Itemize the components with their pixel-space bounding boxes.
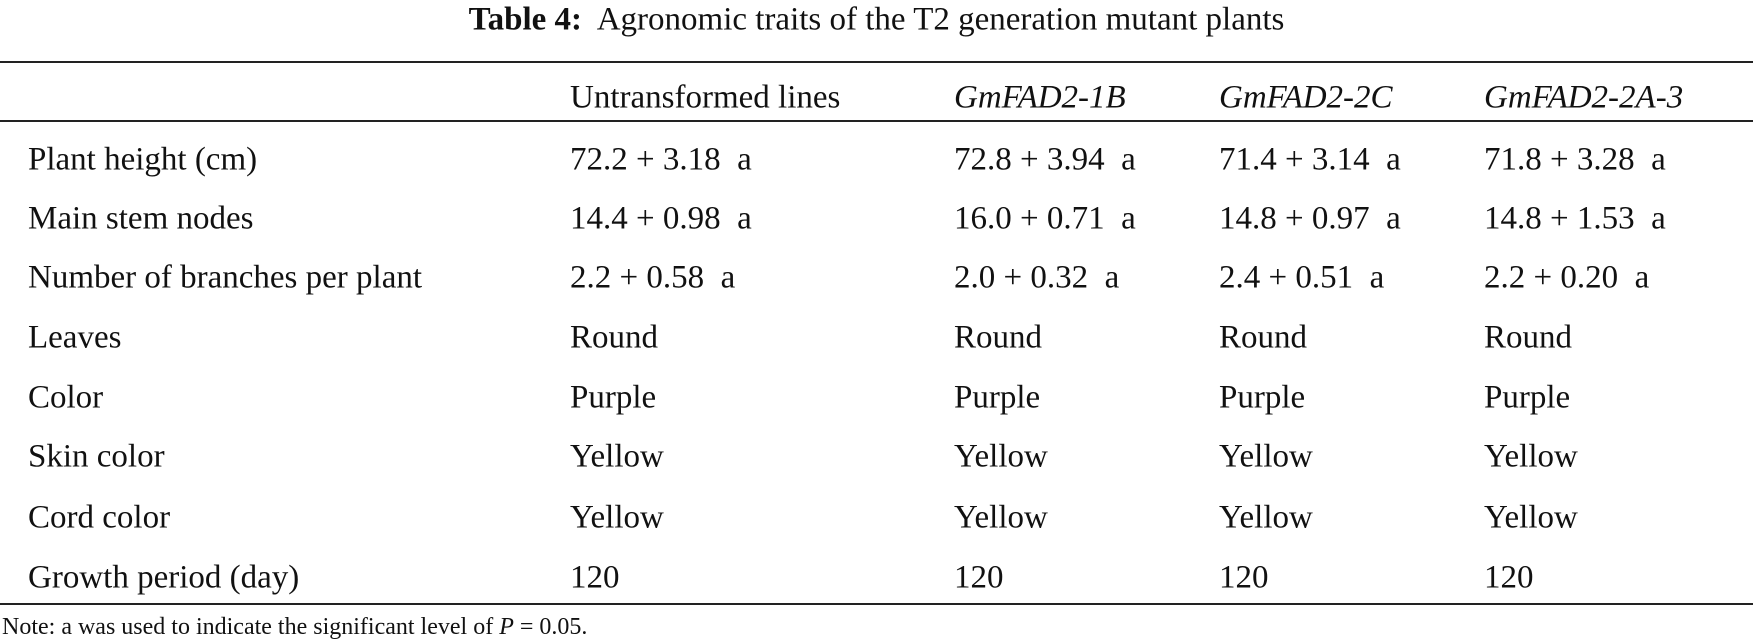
- table-cell: Yellow: [570, 499, 664, 536]
- table-cell: 2.2 + 0.58 a: [570, 259, 736, 296]
- table-cell: 120: [570, 559, 620, 596]
- note-variable: P: [499, 614, 514, 640]
- table-cell: 2.2 + 0.20 a: [1484, 259, 1650, 296]
- column-header: GmFAD2-2C: [1219, 79, 1393, 116]
- row-label: Leaves: [28, 319, 122, 356]
- row-label: Color: [28, 379, 104, 416]
- row-label: Skin color: [28, 438, 165, 475]
- table-cell: 14.4 + 0.98 a: [570, 200, 752, 237]
- table-cell: Yellow: [1484, 438, 1578, 475]
- header-rule: [0, 120, 1753, 122]
- title-label: Table 4:: [468, 1, 583, 38]
- table-cell: 14.8 + 1.53 a: [1484, 200, 1666, 237]
- table-cell: 72.2 + 3.18 a: [570, 141, 752, 178]
- table-cell: Yellow: [1219, 499, 1313, 536]
- table-cell: Round: [1484, 319, 1573, 356]
- table-cell: 72.8 + 3.94 a: [954, 141, 1136, 178]
- table-cell: Purple: [1219, 379, 1306, 416]
- table-cell: Yellow: [954, 499, 1048, 536]
- table-cell: 120: [1219, 559, 1269, 596]
- column-header: Untransformed lines: [570, 79, 841, 116]
- title-text: Agronomic traits of the T2 generation mu…: [596, 1, 1285, 38]
- table-cell: 14.8 + 0.97 a: [1219, 200, 1401, 237]
- row-label: Growth period (day): [28, 559, 300, 596]
- table-cell: 2.4 + 0.51 a: [1219, 259, 1385, 296]
- row-label: Main stem nodes: [28, 200, 254, 237]
- table-cell: 16.0 + 0.71 a: [954, 200, 1136, 237]
- bottom-rule: [0, 603, 1753, 605]
- table-cell: Round: [1219, 319, 1308, 356]
- table-note: Note: a was used to indicate the signifi…: [2, 615, 587, 639]
- note-value: = 0.05.: [519, 614, 588, 640]
- table-cell: 71.4 + 3.14 a: [1219, 141, 1401, 178]
- table-cell: Purple: [954, 379, 1041, 416]
- table-cell: Purple: [1484, 379, 1571, 416]
- table-cell: 2.0 + 0.32 a: [954, 259, 1120, 296]
- note-text: Note: a was used to indicate the signifi…: [2, 614, 494, 640]
- table-cell: Yellow: [954, 438, 1048, 475]
- row-label: Number of branches per plant: [28, 259, 423, 296]
- column-header: GmFAD2-1B: [954, 79, 1126, 116]
- column-header: GmFAD2-2A-3: [1484, 79, 1684, 116]
- table-cell: Yellow: [1484, 499, 1578, 536]
- row-label: Plant height (cm): [28, 141, 258, 178]
- table-cell: 120: [1484, 559, 1534, 596]
- table-cell: Yellow: [570, 438, 664, 475]
- table-cell: 71.8 + 3.28 a: [1484, 141, 1666, 178]
- table-title: Table 4: Agronomic traits of the T2 gene…: [0, 1, 1753, 38]
- table-cell: Round: [570, 319, 659, 356]
- top-rule: [0, 61, 1753, 63]
- row-label: Cord color: [28, 499, 171, 536]
- table-cell: Yellow: [1219, 438, 1313, 475]
- table-cell: Purple: [570, 379, 657, 416]
- table-cell: 120: [954, 559, 1004, 596]
- table-cell: Round: [954, 319, 1043, 356]
